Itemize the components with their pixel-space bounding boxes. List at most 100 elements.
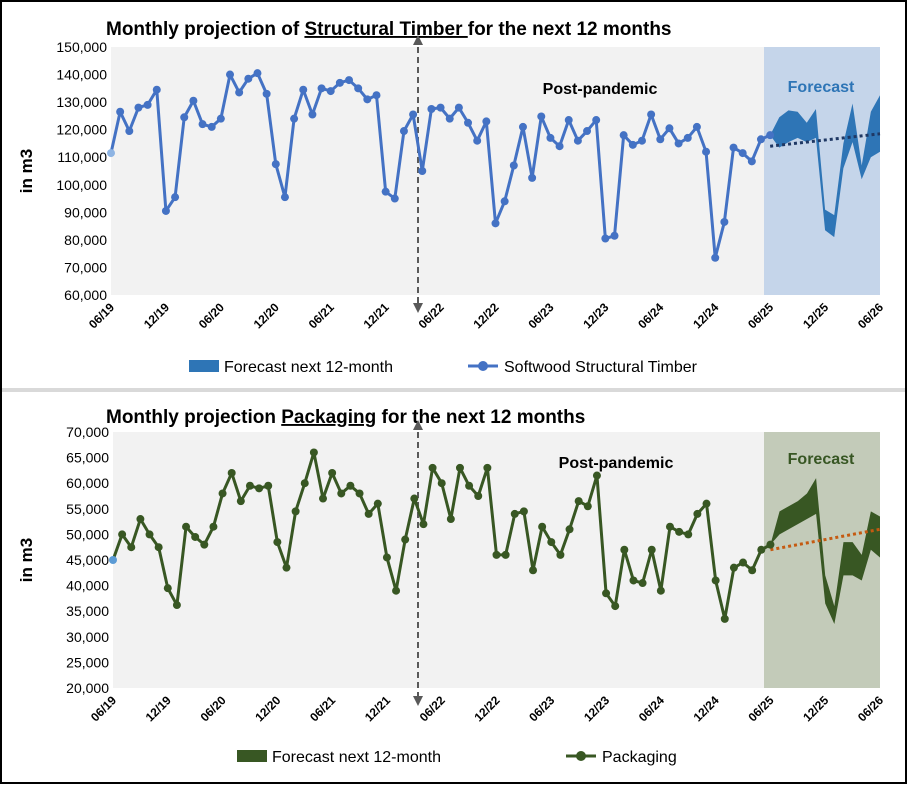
data-point (492, 550, 501, 559)
data-point (729, 563, 738, 572)
data-point (619, 131, 628, 140)
data-point (446, 515, 455, 524)
plot-area (113, 432, 880, 688)
data-point (209, 522, 218, 531)
y-tick-label: 60,000 (64, 287, 107, 303)
x-tick-label: 12/23 (580, 300, 611, 331)
data-point (317, 84, 326, 93)
data-point (602, 589, 611, 598)
forecast-label: Forecast (788, 79, 855, 96)
data-point (399, 127, 408, 136)
data-point (546, 133, 555, 142)
data-point (629, 576, 638, 585)
data-point (309, 448, 318, 457)
data-point (401, 535, 410, 544)
data-point (136, 515, 145, 524)
data-point (747, 157, 756, 166)
data-point (364, 509, 373, 518)
data-point (236, 497, 245, 506)
data-point (244, 74, 253, 83)
x-tick-label: 06/20 (198, 693, 229, 724)
data-point (656, 586, 665, 595)
divider-arrow-down (413, 303, 423, 313)
data-point (711, 576, 720, 585)
data-point (227, 468, 236, 477)
legend-forecast-label: Forecast next 12-month (224, 359, 393, 376)
data-point (300, 479, 309, 488)
data-point (565, 525, 574, 534)
data-point (702, 147, 711, 156)
y-tick-label: 30,000 (66, 629, 109, 645)
y-tick-label: 50,000 (66, 526, 109, 542)
data-point (273, 538, 282, 547)
x-tick-label: 06/24 (635, 300, 666, 331)
data-point (748, 566, 757, 575)
data-point (455, 463, 464, 472)
data-point (628, 140, 637, 149)
data-point (538, 522, 547, 531)
data-point (200, 540, 209, 549)
data-point (674, 139, 683, 148)
chart-title-part: Monthly projection (106, 407, 281, 428)
data-point (372, 91, 381, 100)
legend-series-label: Softwood Structural Timber (504, 359, 698, 376)
legend-forecast-swatch (237, 750, 267, 762)
data-point (757, 545, 766, 554)
x-tick-label: 06/25 (745, 300, 776, 331)
y-tick-label: 80,000 (64, 232, 107, 248)
x-tick-label: 06/19 (88, 693, 119, 724)
data-point (509, 161, 518, 170)
structural-timber-chart: Monthly projection of Structural Timber … (17, 19, 886, 376)
data-point (693, 509, 702, 518)
data-point (262, 89, 271, 98)
x-tick-label: 12/20 (251, 300, 282, 331)
x-tick-label: 06/26 (855, 300, 886, 331)
data-point (638, 579, 647, 588)
data-point (337, 489, 346, 498)
data-point (264, 481, 273, 490)
data-point (163, 584, 172, 593)
data-point (382, 553, 391, 562)
data-point (547, 538, 556, 547)
y-tick-label: 150,000 (56, 39, 107, 55)
data-point (711, 253, 720, 262)
x-tick-label: 06/23 (526, 693, 557, 724)
data-point (346, 481, 355, 490)
divider-arrow-up (413, 35, 423, 45)
data-point (675, 527, 684, 536)
y-tick-label: 40,000 (66, 578, 109, 594)
data-point (189, 96, 198, 105)
x-tick-label: 12/21 (361, 300, 392, 331)
data-point (720, 217, 729, 226)
data-point (335, 78, 344, 87)
data-point (537, 112, 546, 121)
data-point (574, 497, 583, 506)
data-point (528, 173, 537, 182)
y-tick-label: 65,000 (66, 450, 109, 466)
legend-forecast-label: Forecast next 12-month (272, 749, 441, 766)
data-point (145, 530, 154, 539)
data-point (756, 135, 765, 144)
data-point (564, 116, 573, 125)
x-tick-label: 06/20 (196, 300, 227, 331)
x-tick-label: 06/21 (306, 300, 337, 331)
data-point (390, 194, 399, 203)
data-point (182, 522, 191, 531)
data-point (409, 110, 418, 119)
data-point (216, 114, 225, 123)
y-tick-label: 110,000 (57, 149, 107, 165)
data-point (291, 507, 300, 516)
data-point (445, 114, 454, 123)
data-point (171, 193, 180, 202)
data-point (592, 471, 601, 480)
x-tick-label: 12/23 (581, 693, 612, 724)
data-point (154, 543, 163, 552)
data-point (647, 110, 656, 119)
data-point (345, 76, 354, 85)
data-point (665, 124, 674, 133)
data-point (282, 563, 291, 572)
data-point (280, 193, 289, 202)
data-point (328, 468, 337, 477)
data-point (354, 84, 363, 93)
data-point (326, 87, 335, 96)
